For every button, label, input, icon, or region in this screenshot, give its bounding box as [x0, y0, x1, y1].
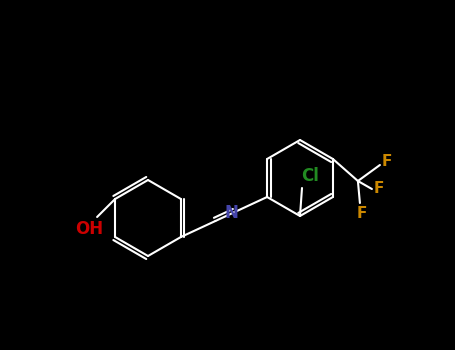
- Text: F: F: [382, 154, 392, 169]
- Text: F: F: [357, 206, 367, 222]
- Text: Cl: Cl: [301, 167, 319, 185]
- Text: N: N: [224, 204, 238, 222]
- Text: F: F: [374, 182, 384, 196]
- Text: OH: OH: [75, 220, 103, 238]
